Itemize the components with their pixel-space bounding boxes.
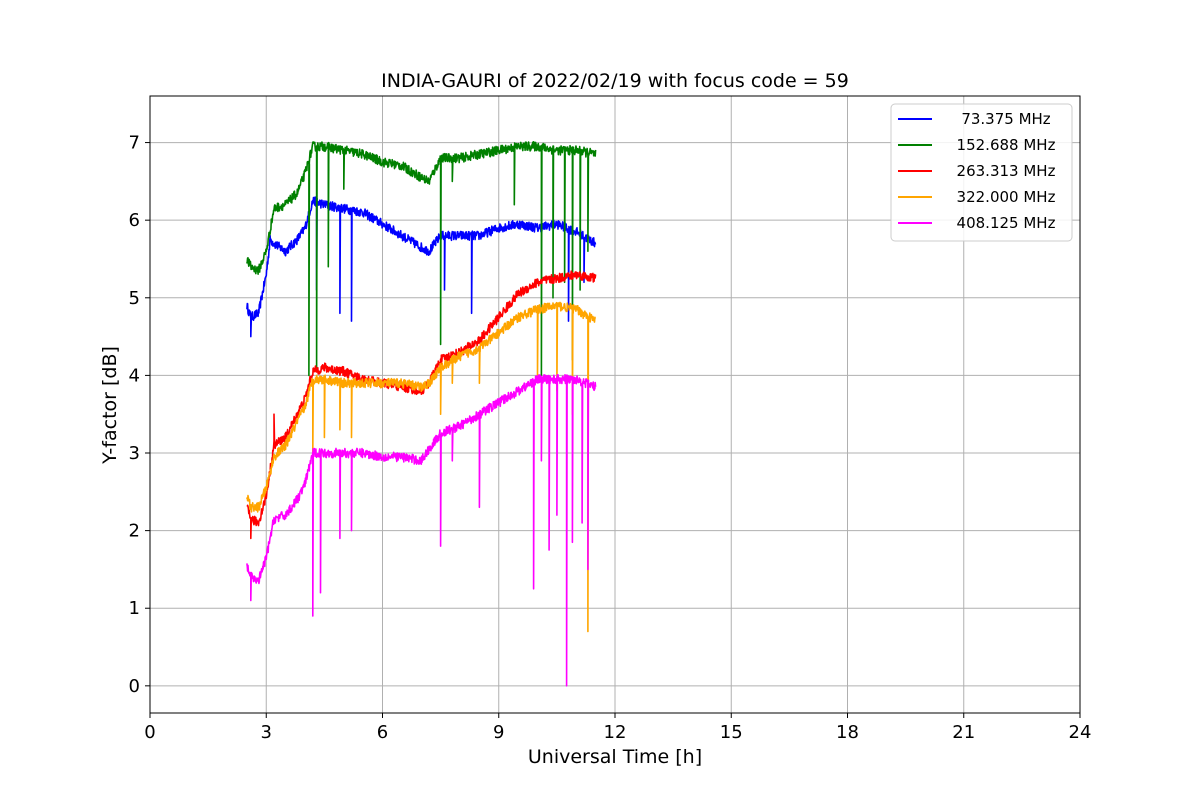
y-tick-label: 4 (129, 365, 140, 386)
x-tick-label: 9 (493, 722, 504, 743)
legend-entry-label: 322.000 MHz (957, 188, 1056, 206)
y-axis-ticks: 0 1 2 3 4 5 6 7 (129, 133, 150, 697)
legend-entry-label: 263.313 MHz (957, 162, 1056, 180)
plot-lines (246, 141, 597, 687)
y-tick-label: 6 (129, 210, 140, 231)
series-line-3 (246, 301, 596, 633)
chart-title: INDIA-GAURI of 2022/02/19 with focus cod… (381, 70, 849, 92)
legend-entry-label: 73.375 MHz (961, 110, 1050, 128)
legend-entry-label: 152.688 MHz (957, 136, 1056, 154)
y-tick-label: 3 (129, 443, 140, 464)
series-line-1 (246, 141, 597, 377)
series-line-0 (246, 196, 597, 338)
legend: 73.375 MHz 152.688 MHz 263.313 MHz 322.000 … (890, 103, 1073, 242)
x-tick-label: 15 (720, 722, 743, 743)
x-tick-label: 12 (604, 722, 627, 743)
y-tick-label: 2 (129, 521, 140, 542)
x-axis-ticks: 0 3 6 9 12 15 18 21 24 (144, 713, 1091, 743)
legend-box (890, 103, 1073, 242)
x-tick-label: 21 (952, 722, 975, 743)
y-tick-label: 5 (129, 288, 140, 309)
y-tick-label: 7 (129, 133, 140, 154)
x-tick-label: 24 (1069, 722, 1092, 743)
x-tick-label: 0 (144, 722, 155, 743)
x-axis-label: Universal Time [h] (528, 746, 702, 768)
series-line-4 (246, 374, 597, 687)
x-tick-label: 6 (377, 722, 388, 743)
x-tick-label: 3 (261, 722, 272, 743)
y-tick-label: 0 (129, 676, 140, 697)
y-tick-label: 1 (129, 598, 140, 619)
x-tick-label: 18 (836, 722, 859, 743)
y-axis-label: Y-factor [dB] (99, 346, 121, 465)
legend-entry-label: 408.125 MHz (957, 214, 1056, 232)
